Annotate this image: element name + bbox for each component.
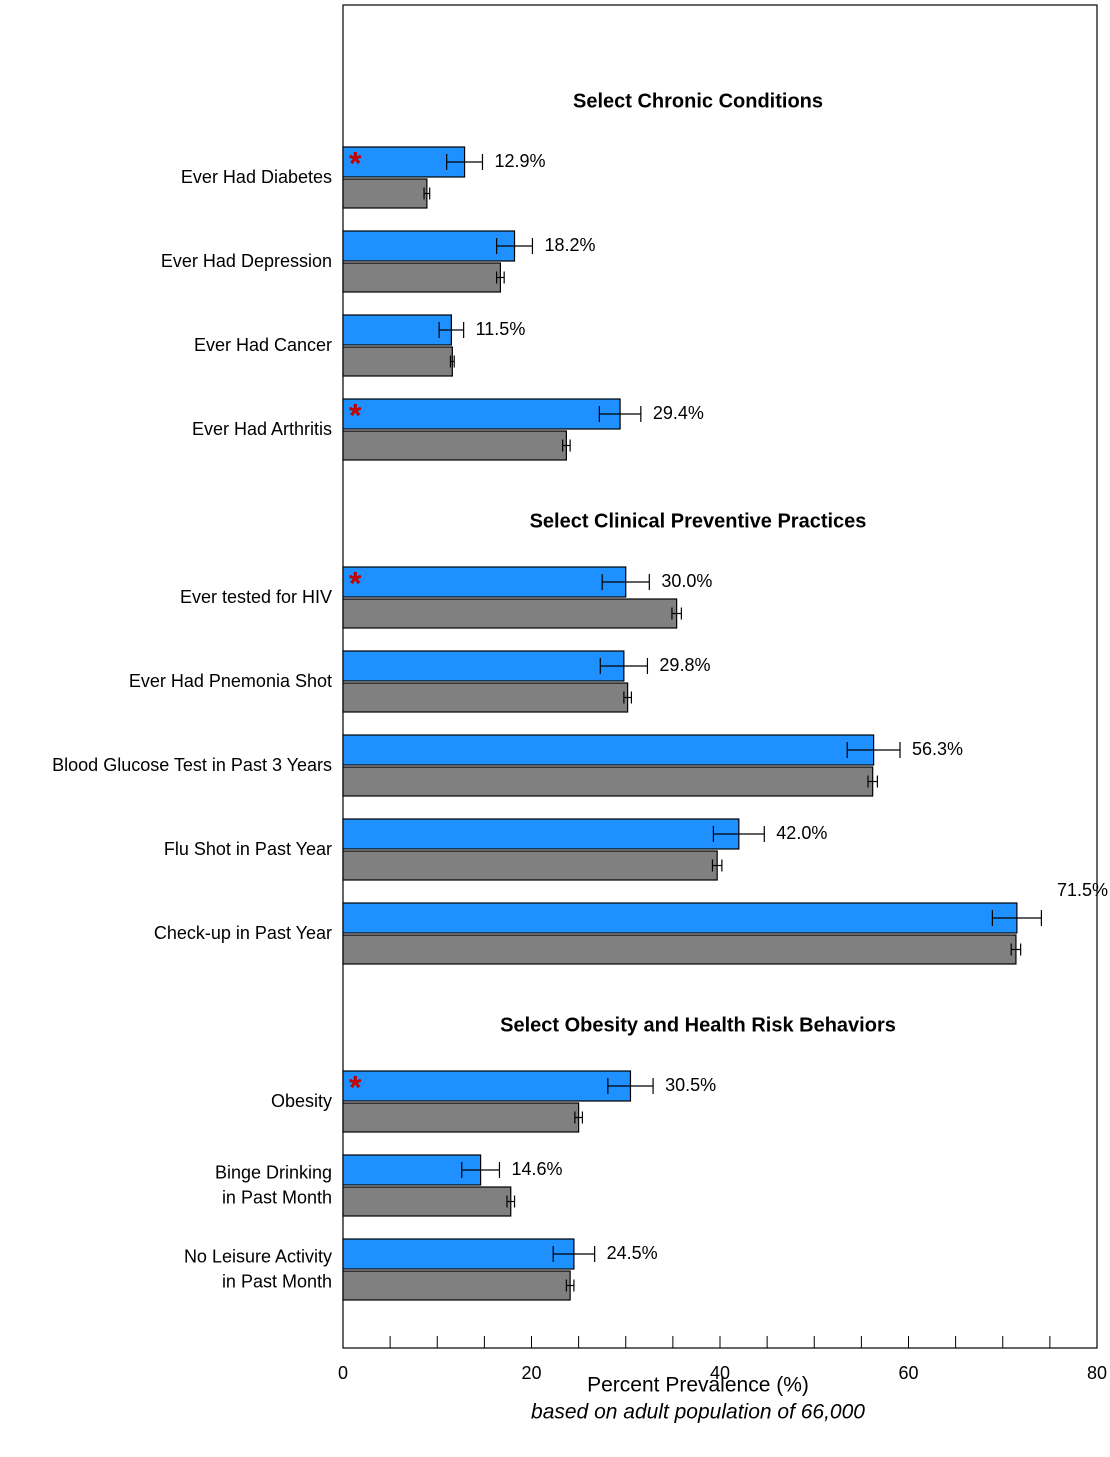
error-bar xyxy=(461,1162,501,1178)
error-bar xyxy=(565,1279,575,1292)
bar xyxy=(342,346,453,377)
section-title: Select Obesity and Health Risk Behaviors xyxy=(500,1014,896,1036)
error-bar xyxy=(607,1078,654,1094)
category-label: No Leisure Activity in Past Month xyxy=(184,1246,332,1291)
bar xyxy=(342,902,1018,934)
error-bar xyxy=(712,826,765,842)
error-bar xyxy=(506,1195,516,1208)
section-title: Select Chronic Conditions xyxy=(573,90,823,112)
bar xyxy=(342,314,452,346)
value-label: 12.9% xyxy=(494,151,545,171)
category-label: Binge Drinking in Past Month xyxy=(215,1162,332,1207)
bar xyxy=(342,934,1017,965)
error-bar xyxy=(574,1111,583,1124)
bar xyxy=(342,650,625,682)
value-label: 29.4% xyxy=(653,403,704,423)
bar xyxy=(342,1186,512,1217)
bar xyxy=(342,1102,580,1133)
x-tick-label: 20 xyxy=(521,1363,541,1383)
category-label: Ever Had Pnemonia Shot xyxy=(129,671,332,691)
error-bar xyxy=(1010,943,1022,956)
bar xyxy=(342,566,627,598)
error-bar xyxy=(711,859,723,872)
error-bar xyxy=(446,154,484,170)
bar xyxy=(342,430,567,461)
bar xyxy=(342,1154,482,1186)
bar xyxy=(342,682,629,713)
error-bar xyxy=(867,775,878,788)
error-bar xyxy=(496,238,534,254)
x-tick-label: 0 xyxy=(338,1363,348,1383)
error-bar xyxy=(438,322,465,338)
value-label: 42.0% xyxy=(776,823,827,843)
value-label: 29.8% xyxy=(659,655,710,675)
x-axis-note: based on adult population of 66,000 xyxy=(531,1401,865,1424)
category-label: Obesity xyxy=(271,1091,332,1111)
bar xyxy=(342,1238,575,1270)
x-tick-label: 40 xyxy=(710,1363,730,1383)
error-bar xyxy=(496,271,505,284)
error-bar xyxy=(562,439,571,452)
bar xyxy=(342,598,678,629)
x-tick-label: 80 xyxy=(1087,1363,1107,1383)
x-axis-label: Percent Prevalence (%) xyxy=(587,1374,809,1397)
significance-mark: * xyxy=(349,1069,362,1105)
error-bar xyxy=(552,1246,596,1262)
category-label: Ever Had Diabetes xyxy=(181,167,332,187)
value-label: 30.0% xyxy=(661,571,712,591)
error-bar xyxy=(601,574,650,590)
value-label: 30.5% xyxy=(665,1075,716,1095)
bar xyxy=(342,734,875,766)
category-label: Flu Shot in Past Year xyxy=(164,839,332,859)
bar xyxy=(342,230,516,262)
bar xyxy=(342,398,621,430)
error-bar xyxy=(623,691,633,704)
error-bar xyxy=(598,406,642,422)
bar xyxy=(342,262,501,293)
value-label: 24.5% xyxy=(607,1243,658,1263)
significance-mark: * xyxy=(349,565,362,601)
value-label: 56.3% xyxy=(912,739,963,759)
error-bar xyxy=(599,658,649,674)
section-title: Select Clinical Preventive Practices xyxy=(530,510,867,532)
category-label: Ever Had Cancer xyxy=(194,335,332,355)
value-label: 11.5% xyxy=(476,319,526,339)
x-tick-label: 60 xyxy=(898,1363,918,1383)
category-label: Blood Glucose Test in Past 3 Years xyxy=(52,755,332,775)
bar xyxy=(342,178,428,209)
error-bar xyxy=(991,910,1042,926)
error-bar xyxy=(846,742,901,758)
error-bar xyxy=(423,187,431,200)
category-label: Ever tested for HIV xyxy=(180,587,332,607)
significance-mark: * xyxy=(349,145,362,181)
bar xyxy=(342,1270,571,1301)
value-label: 71.5% xyxy=(1057,880,1108,900)
error-bar xyxy=(671,607,682,620)
value-label: 14.6% xyxy=(511,1159,562,1179)
significance-mark: * xyxy=(349,397,362,433)
category-label: Ever Had Depression xyxy=(161,251,332,271)
bar xyxy=(342,766,874,797)
category-label: Ever Had Arthritis xyxy=(192,419,332,439)
value-label: 18.2% xyxy=(544,235,595,255)
category-label: Check-up in Past Year xyxy=(154,923,332,943)
bar xyxy=(342,1070,632,1102)
bar xyxy=(342,818,740,850)
error-bar xyxy=(449,355,455,368)
bar xyxy=(342,850,718,881)
